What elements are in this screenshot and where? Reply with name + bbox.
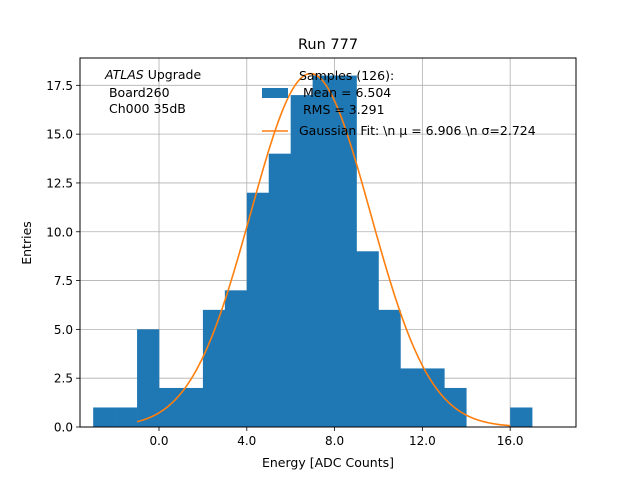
legend-samples-line-1: Samples (126): <box>299 68 394 83</box>
annotation-upgrade: Upgrade <box>144 67 202 82</box>
histogram-bar <box>180 387 204 427</box>
histogram-bar <box>290 95 313 427</box>
y-tick-label: 17.5 <box>46 79 73 93</box>
y-tick-label: 2.5 <box>54 372 73 386</box>
histogram-bar <box>224 290 248 427</box>
legend-samples-line-2: Mean = 6.504 <box>299 85 391 100</box>
y-tick-label: 15.0 <box>46 128 73 142</box>
y-tick-label: 0.0 <box>54 421 73 435</box>
atlas-annotation: ATLAS Upgrade Board260 Ch000 35dB <box>104 67 201 116</box>
histogram-bar <box>356 251 379 427</box>
legend-samples-line-3: RMS = 3.291 <box>299 102 385 117</box>
histogram-bar <box>312 75 335 428</box>
y-axis-ticks: 0.0 2.5 5.0 7.5 10.0 12.5 15.0 17.5 <box>46 79 80 435</box>
x-tick-label: 12.0 <box>409 434 436 448</box>
x-tick-label: 0.0 <box>149 434 168 448</box>
x-tick-label: 16.0 <box>497 434 524 448</box>
histogram-bar <box>202 309 226 427</box>
chart-title: Run 777 <box>298 37 358 53</box>
legend: Samples (126): Mean = 6.504 RMS = 3.291 … <box>262 68 536 138</box>
annotation-atlas: ATLAS <box>104 67 144 82</box>
legend-fit-label: Gaussian Fit: \n μ = 6.906 \n σ=2.724 <box>299 123 536 138</box>
histogram-bar <box>510 407 533 427</box>
annotation-board: Board260 <box>105 85 170 100</box>
y-tick-label: 10.0 <box>46 225 73 239</box>
annotation-line-1: ATLAS Upgrade <box>104 67 201 82</box>
legend-samples-patch <box>262 88 288 98</box>
histogram-bar <box>422 368 445 427</box>
y-axis-label: Entries <box>19 221 34 265</box>
histogram-bar <box>246 192 270 427</box>
y-tick-label: 7.5 <box>54 274 73 288</box>
histogram-bar <box>137 329 160 427</box>
x-axis-label: Energy [ADC Counts] <box>262 455 394 470</box>
x-axis-ticks: 0.0 4.0 8.0 12.0 16.0 <box>149 427 524 448</box>
histogram-bar <box>115 407 138 427</box>
histogram-bar <box>93 407 116 427</box>
plot-frame <box>79 57 577 428</box>
histogram-bar <box>378 309 401 427</box>
histogram-bar <box>334 75 357 428</box>
y-tick-label: 12.5 <box>46 176 73 190</box>
x-tick-label: 8.0 <box>325 434 344 448</box>
gaussian-fit-line <box>136 72 511 427</box>
histogram-bars <box>93 75 533 428</box>
histogram-bar <box>268 153 291 427</box>
histogram-bar <box>159 387 182 427</box>
x-tick-label: 4.0 <box>237 434 256 448</box>
y-tick-label: 5.0 <box>54 323 73 337</box>
histogram-bar <box>400 368 423 427</box>
annotation-channel: Ch000 35dB <box>105 101 186 116</box>
